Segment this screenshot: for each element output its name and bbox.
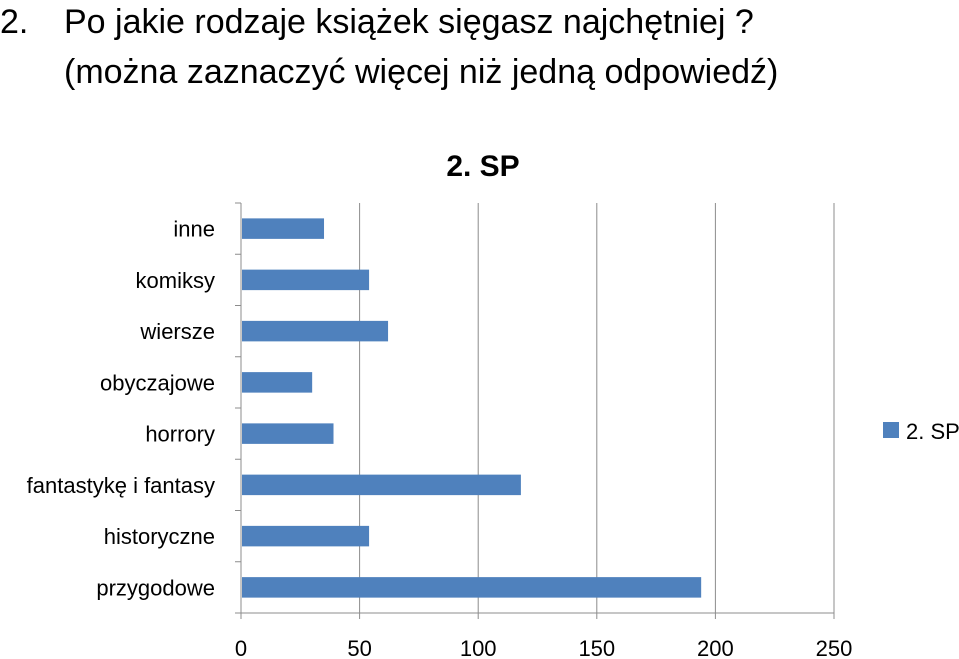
category-label: przygodowe <box>96 575 215 600</box>
x-tick-label: 0 <box>235 636 247 659</box>
bar-7 <box>242 577 702 598</box>
bar-4 <box>242 423 334 444</box>
bars <box>242 218 702 598</box>
chart-title: 2. SP <box>446 150 519 183</box>
bar-6 <box>242 525 370 547</box>
bar-3 <box>242 372 313 393</box>
bar-1 <box>242 269 370 291</box>
question-text: Po jakie rodzaje książek sięgasz najchęt… <box>64 3 754 41</box>
legend: 2. SP <box>883 419 959 444</box>
legend-swatch <box>883 422 899 438</box>
category-label: horrory <box>145 422 215 447</box>
axes <box>235 202 835 619</box>
x-tick-labels: 0 50 100 150 200 250 <box>235 636 852 659</box>
gridlines <box>359 203 835 613</box>
legend-label: 2. SP <box>906 419 959 444</box>
category-labels: inne komiksy wiersze obyczajowe horrory fanta… <box>27 217 215 601</box>
category-label: fantastykę i fantasy <box>27 473 215 498</box>
category-label: wiersze <box>139 319 215 344</box>
x-tick-label: 200 <box>697 636 734 659</box>
question-line-1: 2. Po jakie rodzaje książek sięgasz najch… <box>0 2 754 42</box>
bar-2 <box>242 320 389 342</box>
x-tick-label: 50 <box>347 636 371 659</box>
bar-0 <box>242 218 325 239</box>
x-tick-label: 100 <box>460 636 497 659</box>
question-number: 2. <box>0 3 29 41</box>
category-label: obyczajowe <box>100 370 215 395</box>
category-label: historyczne <box>104 524 215 549</box>
bar-5 <box>242 474 521 496</box>
category-label: inne <box>173 217 215 242</box>
x-tick-label: 250 <box>816 636 853 659</box>
x-tick-label: 150 <box>578 636 615 659</box>
category-label: komiksy <box>136 268 215 293</box>
question-line-2: (można zaznaczyć więcej niż jedną odpowi… <box>64 53 779 91</box>
